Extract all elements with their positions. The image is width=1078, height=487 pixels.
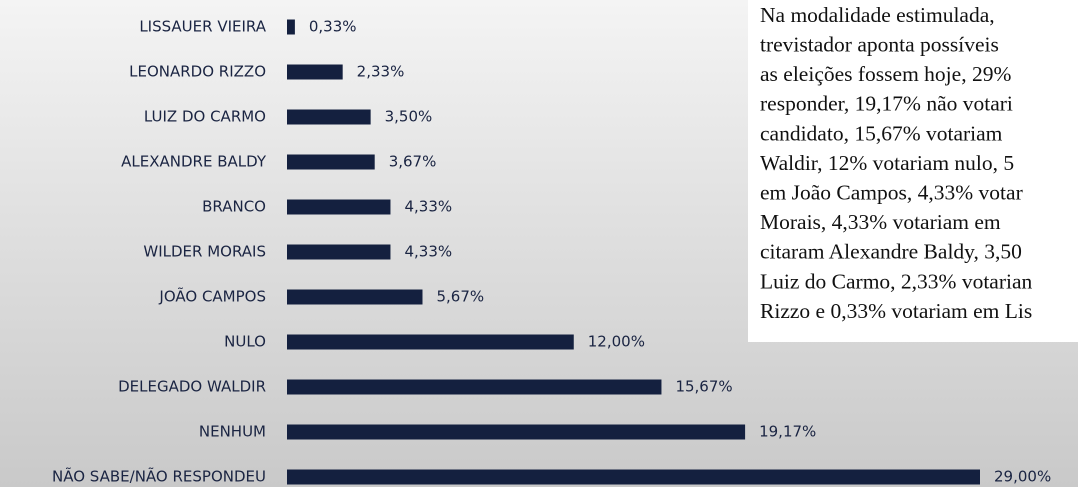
category-label: LUIZ DO CARMO	[144, 108, 266, 126]
category-label: BRANCO	[202, 198, 266, 216]
value-label: 29,00%	[994, 468, 1051, 486]
annotation-box	[748, 0, 1078, 342]
bar	[287, 19, 295, 35]
annotation-line: em João Campos, 4,33% votar	[760, 181, 1023, 205]
annotation-line: Rizzo e 0,33% votariam em Lis	[760, 299, 1032, 323]
value-label: 3,67%	[389, 153, 437, 171]
value-label: 3,50%	[385, 108, 433, 126]
annotation-line: responder, 19,17% não votari	[760, 92, 1013, 116]
annotation-line: Na modalidade estimulada,	[760, 3, 995, 27]
value-label: 2,33%	[357, 63, 405, 81]
value-label: 15,67%	[675, 378, 732, 396]
category-label: LISSAUER VIEIRA	[139, 18, 266, 36]
category-label: DELEGADO WALDIR	[118, 378, 266, 396]
annotation-line: Luiz do Carmo, 2,33% votarian	[760, 269, 1033, 293]
bar	[287, 199, 391, 215]
value-label: 4,33%	[404, 198, 452, 216]
bar	[287, 289, 423, 305]
bar	[287, 109, 371, 125]
category-label: NENHUM	[199, 423, 266, 441]
value-label: 5,67%	[436, 288, 484, 306]
bar	[287, 469, 980, 485]
annotation-line: candidato, 15,67% votariam	[760, 121, 1003, 145]
value-label: 19,17%	[759, 423, 816, 441]
annotation-line: as eleições fossem hoje, 29%	[760, 62, 1011, 86]
bar	[287, 424, 746, 440]
bar	[287, 154, 375, 170]
category-label: LEONARDO RIZZO	[129, 63, 266, 81]
annotation-line: citaram Alexandre Baldy, 3,50	[760, 240, 1022, 264]
category-label: NÃO SABE/NÃO RESPONDEU	[52, 467, 266, 486]
bar	[287, 379, 662, 395]
bar	[287, 64, 343, 80]
bar	[287, 244, 391, 260]
category-label: JOÃO CAMPOS	[158, 287, 266, 306]
annotation-line: Waldir, 12% votariam nulo, 5	[760, 151, 1014, 175]
annotation-line: trevistador aponta possíveis	[760, 33, 999, 57]
annotation-line: Morais, 4,33% votariam em	[760, 210, 1001, 234]
bar	[287, 334, 574, 350]
value-label: 4,33%	[404, 243, 452, 261]
value-label: 12,00%	[588, 333, 645, 351]
category-label: WILDER MORAIS	[143, 243, 266, 261]
category-label: ALEXANDRE BALDY	[121, 153, 267, 171]
value-label: 0,33%	[309, 18, 357, 36]
category-label: NULO	[224, 333, 266, 351]
